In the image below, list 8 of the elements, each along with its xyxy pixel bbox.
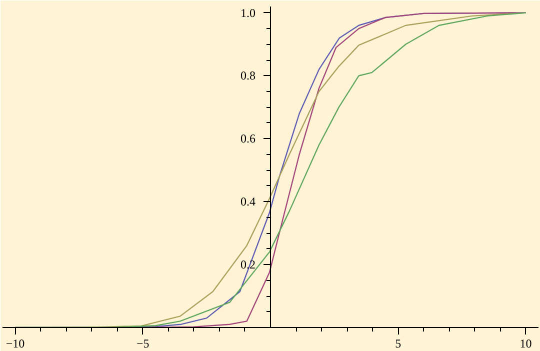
x-tick-label: −5 [136,336,150,350]
y-tick-label: 0.6 [240,132,256,146]
y-tick-label: 1.0 [240,6,256,20]
x-tick-label: −10 [6,336,25,350]
y-tick-label: 0.4 [240,194,256,209]
x-tick-label: 5 [395,336,402,350]
x-tick-label: 10 [520,336,532,350]
y-tick-label: 0.8 [240,68,256,83]
